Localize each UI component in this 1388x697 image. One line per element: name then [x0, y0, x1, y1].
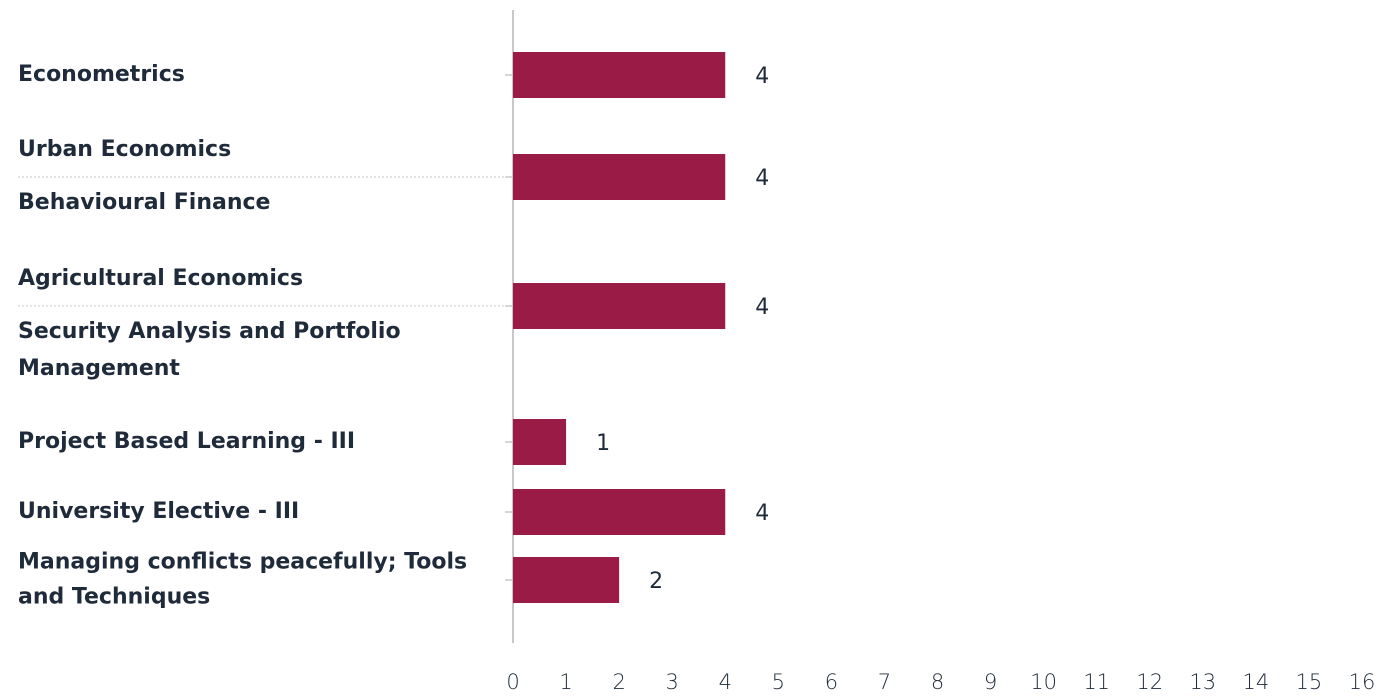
- category-label: Project Based Learning - III: [18, 429, 355, 454]
- bar: [513, 489, 726, 535]
- category-label: Behavioural Finance: [18, 190, 270, 215]
- x-tick-label: 14: [1243, 670, 1270, 694]
- bar: [513, 283, 726, 329]
- x-tick-label: 10: [1030, 670, 1057, 694]
- x-tick-label: 4: [719, 670, 732, 694]
- x-tick-label: 12: [1136, 670, 1163, 694]
- category-label: Managing conflicts peacefully; Tools and…: [18, 550, 475, 610]
- x-tick-label: 15: [1296, 670, 1323, 694]
- value-label: 2: [649, 569, 663, 594]
- category-label: Urban Economics: [18, 137, 231, 162]
- x-tick-label: 0: [506, 670, 519, 694]
- category-label: Econometrics: [18, 62, 185, 87]
- x-tick-label: 1: [559, 670, 572, 694]
- x-tick-label: 11: [1083, 670, 1110, 694]
- x-tick-label: 7: [878, 670, 891, 694]
- bar: [513, 419, 567, 465]
- x-tick-label: 6: [825, 670, 838, 694]
- category-label: University Elective - III: [18, 499, 299, 524]
- value-label: 1: [596, 431, 610, 456]
- x-tick-label: 8: [931, 670, 944, 694]
- value-label: 4: [755, 166, 769, 191]
- bar: [513, 52, 726, 98]
- x-tick-label: 16: [1349, 670, 1376, 694]
- bar: [513, 154, 726, 200]
- x-tick-label: 3: [666, 670, 679, 694]
- x-tick-label: 5: [772, 670, 785, 694]
- value-label: 4: [755, 295, 769, 320]
- value-label: 4: [755, 501, 769, 526]
- x-tick-label: 13: [1189, 670, 1216, 694]
- x-tick-label: 2: [612, 670, 625, 694]
- x-tick-label: 9: [984, 670, 997, 694]
- category-label: Security Analysis and Portfolio Manageme…: [18, 319, 408, 381]
- bar: [513, 557, 620, 603]
- value-label: 4: [755, 64, 769, 89]
- category-label: Agricultural Economics: [18, 266, 303, 291]
